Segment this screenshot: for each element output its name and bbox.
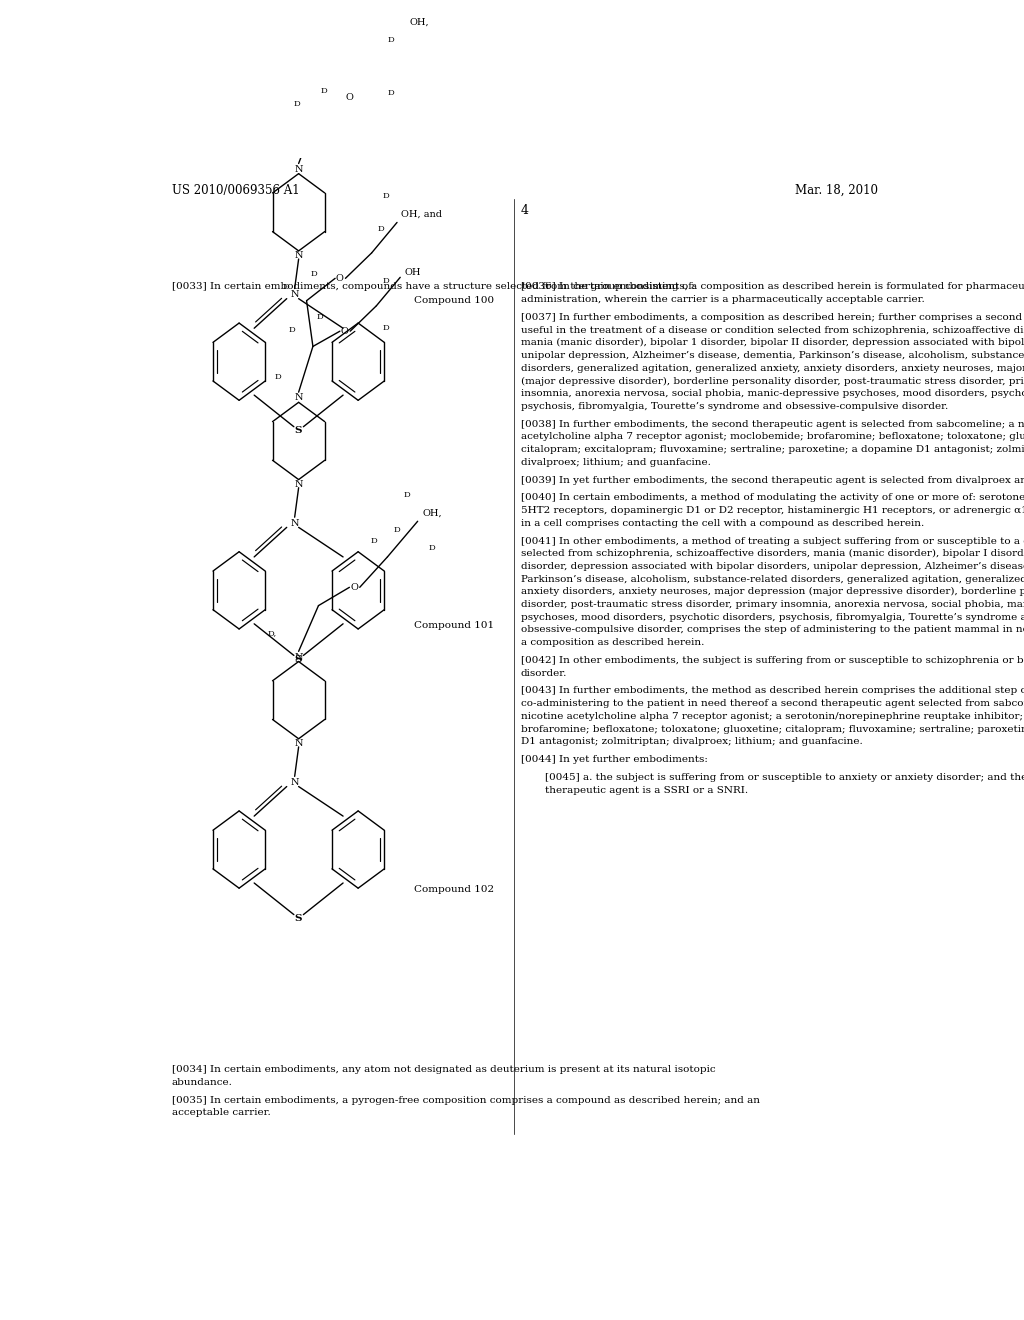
Text: useful in the treatment of a disease or condition selected from schizophrenia, s: useful in the treatment of a disease or … — [521, 326, 1024, 334]
Text: D: D — [283, 282, 289, 290]
Text: S: S — [295, 655, 302, 664]
Text: [0036] In certain embodiments, a composition as described herein is formulated f: [0036] In certain embodiments, a composi… — [521, 282, 1024, 292]
Text: psychosis, fibromyalgia, Tourette’s syndrome and obsessive-compulsive disorder.: psychosis, fibromyalgia, Tourette’s synd… — [521, 401, 948, 411]
Text: O: O — [345, 92, 353, 102]
Text: selected from schizophrenia, schizoaffective disorders, mania (manic disorder), : selected from schizophrenia, schizoaffec… — [521, 549, 1024, 558]
Text: [0033] In certain embodiments, compounds have a structure selected from the grou: [0033] In certain embodiments, compounds… — [172, 282, 695, 292]
Text: D1 antagonist; zolmitriptan; divalproex; lithium; and guanfacine.: D1 antagonist; zolmitriptan; divalproex;… — [521, 738, 862, 746]
Text: D: D — [383, 325, 389, 333]
Text: N: N — [291, 777, 299, 787]
Text: [0039] In yet further embodiments, the second therapeutic agent is selected from: [0039] In yet further embodiments, the s… — [521, 475, 1024, 484]
Text: O: O — [350, 583, 358, 591]
Text: D: D — [310, 271, 317, 279]
Text: unipolar depression, Alzheimer’s disease, dementia, Parkinson’s disease, alcohol: unipolar depression, Alzheimer’s disease… — [521, 351, 1024, 360]
Text: acceptable carrier.: acceptable carrier. — [172, 1109, 270, 1117]
Text: N: N — [291, 290, 299, 300]
Text: disorder, post-traumatic stress disorder, primary insomnia, anorexia nervosa, so: disorder, post-traumatic stress disorder… — [521, 601, 1024, 609]
Text: D: D — [294, 99, 300, 108]
Text: Compound 102: Compound 102 — [414, 886, 494, 894]
Text: citalopram; excitalopram; fluvoxamine; sertraline; paroxetine; a dopamine D1 ant: citalopram; excitalopram; fluvoxamine; s… — [521, 445, 1024, 454]
Text: [0041] In other embodiments, a method of treating a subject suffering from or su: [0041] In other embodiments, a method of… — [521, 536, 1024, 545]
Text: D,: D, — [267, 630, 276, 638]
Text: anxiety disorders, anxiety neuroses, major depression (major depressive disorder: anxiety disorders, anxiety neuroses, maj… — [521, 587, 1024, 597]
Text: S: S — [295, 426, 302, 436]
Text: insomnia, anorexia nervosa, social phobia, manic-depressive psychoses, mood diso: insomnia, anorexia nervosa, social phobi… — [521, 389, 1024, 399]
Text: Parkinson’s disease, alcoholism, substance-related disorders, generalized agitat: Parkinson’s disease, alcoholism, substan… — [521, 574, 1024, 583]
Text: N: N — [294, 251, 303, 260]
Text: N: N — [294, 393, 303, 403]
Text: S: S — [295, 915, 302, 923]
Text: D: D — [387, 90, 394, 98]
Text: psychoses, mood disorders, psychotic disorders, psychosis, fibromyalgia, Tourett: psychoses, mood disorders, psychotic dis… — [521, 612, 1024, 622]
Text: D: D — [394, 527, 400, 535]
Text: OH, and: OH, and — [401, 210, 442, 219]
Text: disorder.: disorder. — [521, 669, 567, 677]
Text: N: N — [294, 479, 303, 488]
Text: D: D — [274, 374, 282, 381]
Text: OH,: OH, — [423, 508, 442, 517]
Text: in a cell comprises contacting the cell with a compound as described herein.: in a cell comprises contacting the cell … — [521, 519, 924, 528]
Text: Compound 101: Compound 101 — [414, 620, 494, 630]
Text: N: N — [294, 652, 303, 661]
Text: D: D — [316, 313, 324, 321]
Text: obsessive-compulsive disorder, comprises the step of administering to the patien: obsessive-compulsive disorder, comprises… — [521, 626, 1024, 635]
Text: administration, wherein the carrier is a pharmaceutically acceptable carrier.: administration, wherein the carrier is a… — [521, 296, 925, 304]
Text: D: D — [289, 326, 296, 334]
Text: N: N — [291, 519, 299, 528]
Text: N: N — [294, 165, 303, 174]
Text: [0037] In further embodiments, a composition as described herein; further compri: [0037] In further embodiments, a composi… — [521, 313, 1024, 322]
Text: N: N — [294, 739, 303, 747]
Text: D: D — [387, 36, 394, 44]
Text: D: D — [403, 491, 411, 499]
Text: D: D — [370, 537, 377, 545]
Text: [0040] In certain embodiments, a method of modulating the activity of one or mor: [0040] In certain embodiments, a method … — [521, 494, 1024, 503]
Text: [0035] In certain embodiments, a pyrogen-free composition comprises a compound a: [0035] In certain embodiments, a pyrogen… — [172, 1096, 760, 1105]
Text: [0043] In further embodiments, the method as described herein comprises the addi: [0043] In further embodiments, the metho… — [521, 686, 1024, 696]
Text: a composition as described herein.: a composition as described herein. — [521, 638, 705, 647]
Text: [0038] In further embodiments, the second therapeutic agent is selected from sab: [0038] In further embodiments, the secon… — [521, 420, 1024, 429]
Text: O: O — [341, 326, 348, 335]
Text: [0045] a. the subject is suffering from or susceptible to anxiety or anxiety dis: [0045] a. the subject is suffering from … — [545, 772, 1024, 781]
Text: abundance.: abundance. — [172, 1077, 232, 1086]
Text: O: O — [336, 273, 344, 282]
Text: D: D — [429, 544, 435, 552]
Text: acetylcholine alpha 7 receptor agonist; moclobemide; brofaromine; befloxatone; t: acetylcholine alpha 7 receptor agonist; … — [521, 433, 1024, 441]
Text: D: D — [321, 87, 328, 95]
Text: [0042] In other embodiments, the subject is suffering from or susceptible to sch: [0042] In other embodiments, the subject… — [521, 656, 1024, 665]
Text: therapeutic agent is a SSRI or a SNRI.: therapeutic agent is a SSRI or a SNRI. — [545, 785, 748, 795]
Text: disorders, generalized agitation, generalized anxiety, anxiety disorders, anxiet: disorders, generalized agitation, genera… — [521, 364, 1024, 372]
Text: disorder, depression associated with bipolar disorders, unipolar depression, Alz: disorder, depression associated with bip… — [521, 562, 1024, 572]
Text: co-administering to the patient in need thereof a second therapeutic agent selec: co-administering to the patient in need … — [521, 700, 1024, 708]
Text: D: D — [383, 277, 389, 285]
Text: 4: 4 — [521, 205, 528, 216]
Text: mania (manic disorder), bipolar 1 disorder, bipolar II disorder, depression asso: mania (manic disorder), bipolar 1 disord… — [521, 338, 1024, 347]
Text: 5HT2 receptors, dopaminergic D1 or D2 receptor, histaminergic H1 receptors, or a: 5HT2 receptors, dopaminergic D1 or D2 re… — [521, 506, 1024, 515]
Text: [0034] In certain embodiments, any atom not designated as deuterium is present a: [0034] In certain embodiments, any atom … — [172, 1065, 716, 1074]
Text: D: D — [383, 193, 389, 201]
Text: brofaromine; befloxatone; toloxatone; gluoxetine; citalopram; fluvoxamine; sertr: brofaromine; befloxatone; toloxatone; gl… — [521, 725, 1024, 734]
Text: [0044] In yet further embodiments:: [0044] In yet further embodiments: — [521, 755, 708, 764]
Text: D: D — [378, 224, 385, 232]
Text: Compound 100: Compound 100 — [414, 296, 494, 305]
Text: OH,: OH, — [410, 17, 429, 26]
Text: US 2010/0069356 A1: US 2010/0069356 A1 — [172, 183, 299, 197]
Text: (major depressive disorder), borderline personality disorder, post-traumatic str: (major depressive disorder), borderline … — [521, 376, 1024, 385]
Text: Mar. 18, 2010: Mar. 18, 2010 — [795, 183, 878, 197]
Text: nicotine acetylcholine alpha 7 receptor agonist; a serotonin/norepinephrine reup: nicotine acetylcholine alpha 7 receptor … — [521, 711, 1024, 721]
Text: OH: OH — [404, 268, 421, 277]
Text: divalproex; lithium; and guanfacine.: divalproex; lithium; and guanfacine. — [521, 458, 711, 467]
